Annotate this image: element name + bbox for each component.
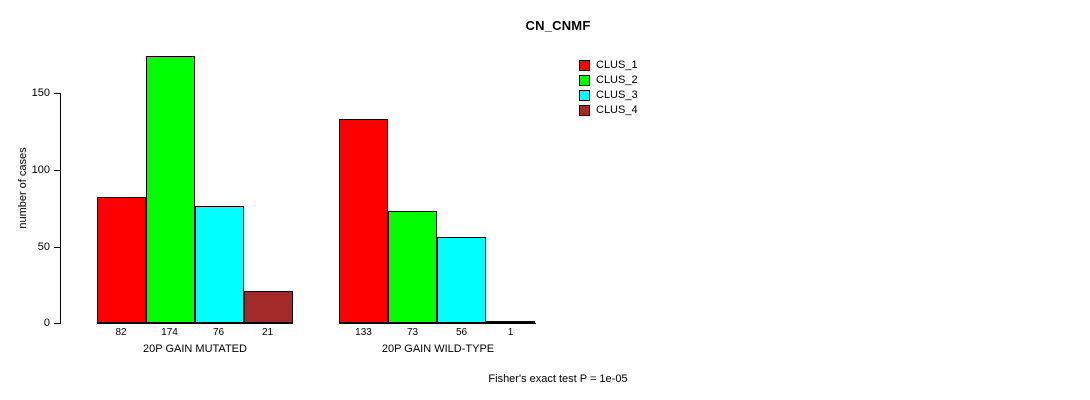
y-tick-label-0: 0 (43, 317, 50, 329)
legend-item-clus-2[interactable]: CLUS_2 (579, 73, 638, 87)
bar[interactable] (244, 291, 293, 323)
chart-title: CN_CNMF (525, 18, 591, 33)
x-axis-line-group-1 (97, 323, 293, 324)
y-tick-0 (54, 323, 60, 324)
legend-item-clus-3[interactable]: CLUS_3 (579, 88, 638, 102)
legend-item-clus-4[interactable]: CLUS_4 (579, 103, 638, 117)
bar[interactable] (486, 321, 535, 323)
bar-value-label: 133 (355, 327, 372, 338)
legend-swatch-icon (579, 104, 590, 116)
y-tick-50 (54, 247, 60, 248)
y-tick-label-50: 50 (37, 241, 50, 253)
group-label-wild-type: 20P GAIN WILD-TYPE (381, 343, 495, 355)
bar[interactable] (97, 197, 146, 323)
bar-value-label: 73 (406, 327, 419, 338)
legend-label: CLUS_4 (596, 103, 638, 116)
y-tick-100 (54, 170, 60, 171)
bar[interactable] (388, 211, 437, 323)
legend-swatch-icon (579, 59, 590, 71)
bar-value-label: 174 (161, 327, 178, 338)
x-axis-line-group-2 (339, 323, 536, 324)
legend-label: CLUS_3 (596, 88, 638, 101)
legend-swatch-icon (579, 74, 590, 86)
bar-value-label: 1 (507, 327, 514, 338)
bar[interactable] (146, 56, 195, 323)
legend-swatch-icon (579, 89, 590, 101)
y-tick-label-100: 100 (31, 164, 50, 176)
bar-value-label: 21 (261, 327, 274, 338)
legend-item-clus-1[interactable]: CLUS_1 (579, 58, 638, 72)
y-tick-label-150: 150 (31, 87, 50, 99)
bar-value-label: 56 (455, 327, 468, 338)
legend-label: CLUS_2 (596, 73, 638, 86)
legend: CLUS_1 CLUS_2 CLUS_3 CLUS_4 (579, 58, 638, 118)
bar[interactable] (339, 119, 388, 323)
bar-value-label: 82 (115, 327, 127, 338)
bar[interactable] (195, 206, 244, 323)
group-label-mutated: 20P GAIN MUTATED (143, 343, 247, 355)
y-tick-150 (54, 93, 60, 94)
statistical-test-annotation: Fisher's exact test P = 1e-05 (488, 373, 628, 385)
bar-value-label: 76 (212, 327, 225, 338)
legend-label: CLUS_1 (596, 58, 638, 71)
y-axis-line (60, 93, 61, 324)
bar[interactable] (437, 237, 486, 323)
